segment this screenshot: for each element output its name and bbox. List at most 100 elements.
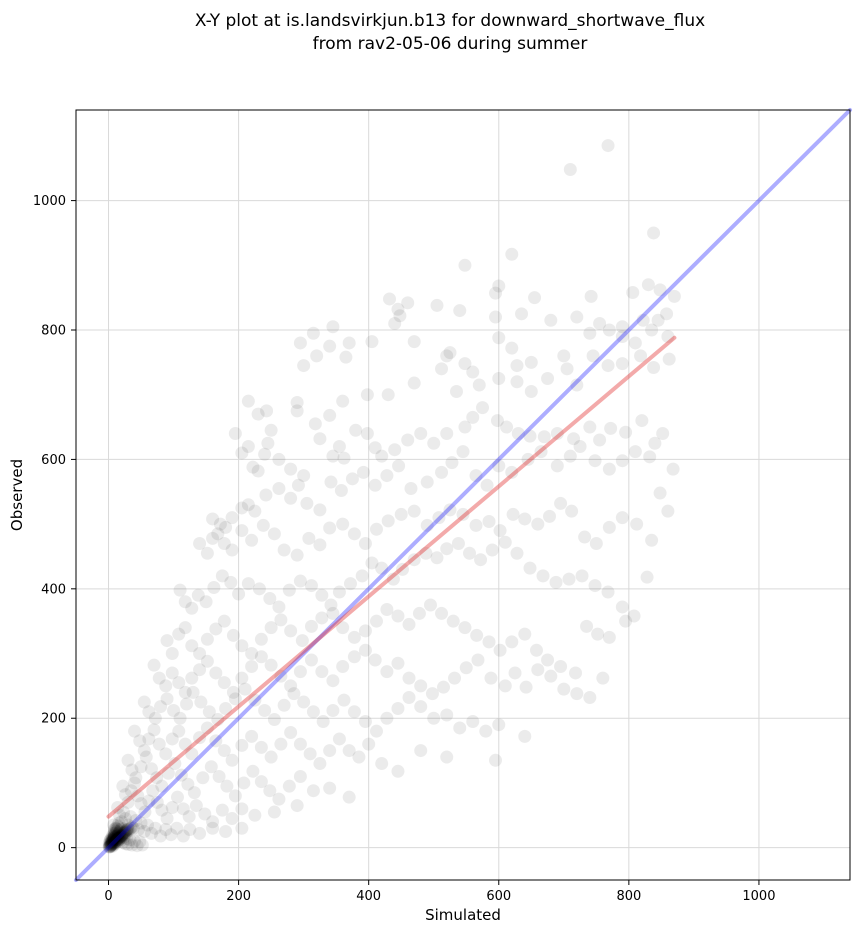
scatter-point [445,456,459,470]
scatter-point [144,826,158,840]
scatter-point [484,671,498,685]
scatter-point [615,357,629,371]
scatter-point [120,825,134,839]
scatter-point [402,691,416,705]
scatter-point [544,313,558,327]
scatter-point [251,464,265,478]
scatter-point [313,432,327,446]
scatter-point [217,676,231,690]
scatter-point [103,840,117,854]
scatter-point [529,643,543,657]
scatter-point [381,388,395,402]
scatter-point [284,624,298,638]
scatter-point [225,511,239,525]
scatter-point [118,826,132,840]
scatter-point [252,582,266,596]
scatter-point [193,663,207,677]
scatter-point [248,504,262,518]
scatter-point [109,835,123,849]
scatter-point [524,355,538,369]
scatter-point [375,757,389,771]
scatter-point [131,823,145,837]
scatter-point [105,833,119,847]
scatter-point [110,824,124,838]
scatter-point [355,569,369,583]
scatter-point [653,486,667,500]
scatter-point [308,417,322,431]
scatter-point [628,336,642,350]
scatter-point [386,572,400,586]
scatter-point [206,821,220,835]
scatter-point [178,595,192,609]
scatter-point [116,827,130,841]
scatter-point [324,598,338,612]
scatter-point [293,574,307,588]
scatter-point [388,317,402,331]
scatter-point [172,724,186,738]
scatter-point [282,583,296,597]
scatter-point [511,427,525,441]
scatter-point [402,671,416,685]
scatter-point [105,837,119,851]
scatter-point [174,768,188,782]
scatter-point [474,553,488,567]
scatter-point [272,482,286,496]
scatter-point [226,685,240,699]
scatter-point [107,836,121,850]
scatter-point [523,561,537,575]
scatter-point [336,394,350,408]
scatter-point [187,786,201,800]
scatter-point [115,830,129,844]
scatter-point [510,359,524,373]
scatter-point [178,685,192,699]
scatter-point [172,676,186,690]
scatter-point [293,665,307,679]
scatter-point [641,278,655,292]
scatter-point [583,691,597,705]
scatter-point [596,671,610,685]
scatter-point [173,583,187,597]
scatter-point [111,801,125,815]
scatter-point [106,834,120,848]
scatter-point [295,634,309,648]
grid-lines [76,110,850,880]
scatter-point [615,454,629,468]
scatter-point [107,831,121,845]
scatter-point [358,714,372,728]
y-tick-label: 200 [41,712,66,727]
scatter-point [267,713,281,727]
scatter-point [105,834,119,848]
scatter-point [518,512,532,526]
scatter-point [274,737,288,751]
scatter-point [396,562,410,576]
scatter-point [103,838,117,852]
scatter-point [368,441,382,455]
scatter-point [117,826,131,840]
scatter-point [135,838,149,852]
scatter-point [304,579,318,593]
scatter-point [241,577,255,591]
scatter-point [219,702,233,716]
scatter-point [173,711,187,725]
scatter-point [369,614,383,628]
scatter-point [339,350,353,364]
scatter-point [139,750,153,764]
scatter-point [103,839,117,853]
scatter-point [602,630,616,644]
scatter-point [167,703,181,717]
scatter-point [476,401,490,415]
scatter-point [104,832,118,846]
regression-line [106,335,677,819]
scatter-point [124,810,138,824]
scatter-point [531,517,545,531]
scatter-point [485,543,499,557]
scatter-point [453,304,467,318]
scatter-point [334,483,348,497]
scatter-point [358,643,372,657]
scatter-point [256,518,270,532]
scatter-point [120,823,134,837]
scatter-point [193,731,207,745]
scatter-point [420,475,434,489]
scatter-point [121,753,135,767]
scatter-point [189,799,203,813]
